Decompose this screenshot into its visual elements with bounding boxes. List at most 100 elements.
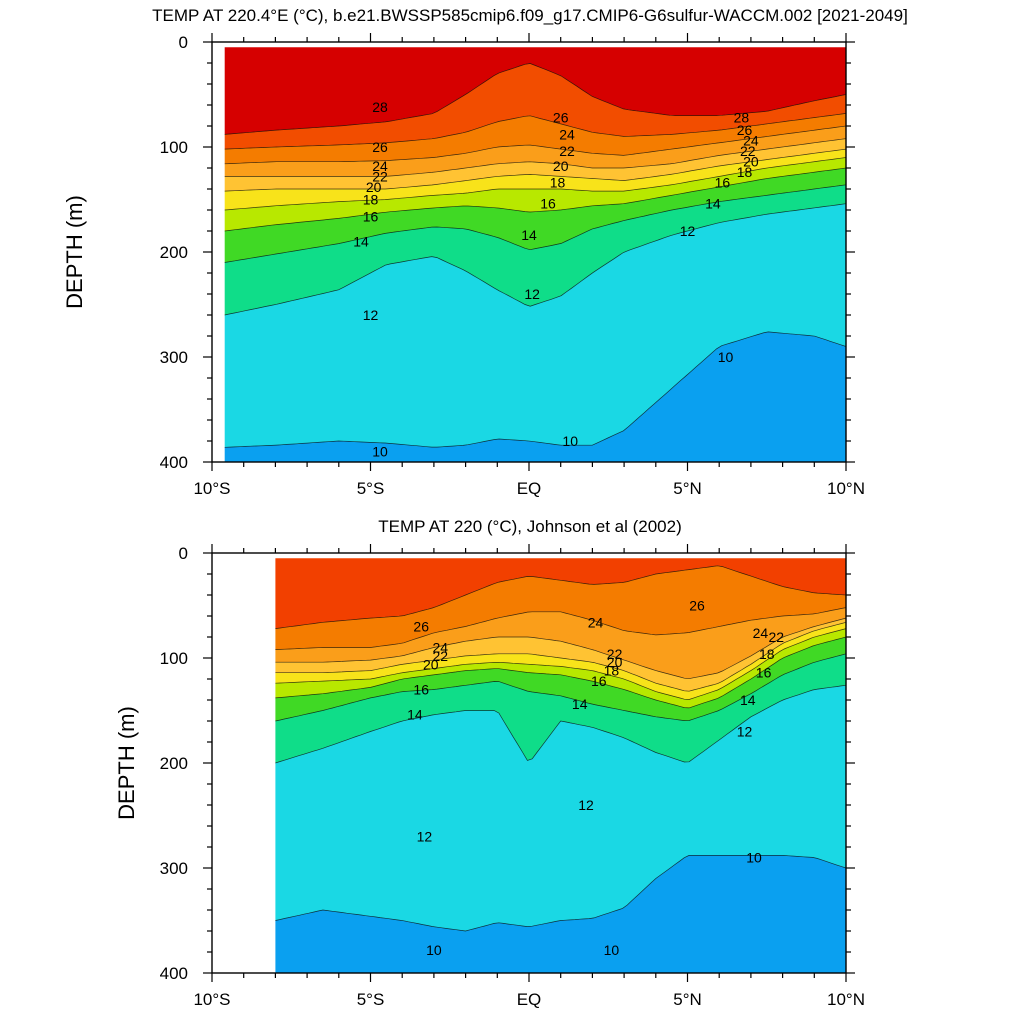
y-tick-label: 400 [160,964,188,983]
y-axis-title: DEPTH (m) [62,195,87,309]
contour-label: 14 [705,196,721,212]
isotherm-10 [275,855,847,932]
y-tick-label: 200 [160,754,188,773]
contour-label: 16 [363,208,379,224]
contour-label: 22 [768,629,784,645]
contour-label: 16 [591,673,607,689]
contour-label: 16 [413,682,429,698]
contour-label: 28 [372,99,388,115]
contour-label: 20 [553,158,569,174]
temperature-band [275,558,846,629]
y-tick-label: 100 [160,138,188,157]
isotherm-16 [275,636,847,709]
x-tick-label: 10°N [827,990,865,1009]
x-tick-label: 10°N [827,479,865,498]
isotherm-26 [224,113,847,150]
contour-label: 22 [372,168,388,184]
contour-label: 26 [372,139,388,155]
contour-label: 10 [562,433,578,449]
isotherm-28 [224,63,847,135]
contour-label: 24 [372,158,388,174]
temperature-band [224,184,846,315]
x-tick-label: EQ [517,479,542,498]
contour-label: 14 [572,696,588,712]
contour-label: 28 [734,110,750,126]
contour-label: 18 [737,164,753,180]
y-tick-label: 400 [160,453,188,472]
contour-label: 10 [746,850,762,866]
isotherm-12 [224,203,847,316]
contour-label: 12 [680,223,696,239]
contour-label: 26 [413,619,429,635]
contour-label: 22 [432,648,448,664]
x-tick-label: 5°S [357,479,385,498]
temperature-band [224,331,846,462]
contour-label: 24 [588,614,604,630]
contour-label: 22 [740,143,756,159]
contour-label: 18 [604,663,620,679]
temperature-band [275,622,846,700]
temperature-band [275,565,846,650]
isotherm-20 [275,621,847,692]
contour-label: 12 [417,829,433,845]
y-axis-title: DEPTH (m) [114,706,139,820]
temperature-band [224,126,846,177]
x-tick-label: 5°N [673,990,702,1009]
temperature-band [224,149,846,210]
y-tick-label: 0 [179,544,188,563]
temperature-band [275,855,846,973]
temperature-band [224,113,846,164]
x-tick-label: 5°S [357,990,385,1009]
isotherm-12 [275,684,847,764]
contour-label: 10 [426,942,442,958]
isotherm-14 [224,184,847,263]
chart-title: TEMP AT 220 (°C), Johnson et al (2002) [378,517,682,536]
temperature-band [275,628,846,708]
temperature-band [224,47,846,135]
isotherm-26 [275,565,847,629]
contour-label: 14 [407,707,423,723]
contour-label: 10 [604,942,620,958]
contour-label: 12 [363,307,379,323]
x-tick-label: EQ [517,990,542,1009]
contour-label: 18 [363,192,379,208]
isotherm-16 [224,167,847,232]
x-tick-label: 10°S [193,479,230,498]
isotherm-20 [224,148,847,192]
contour-label: 24 [753,625,769,641]
contour-label: 22 [607,646,623,662]
contour-label: 12 [578,797,594,813]
isotherm-22 [275,617,847,680]
contour-label: 18 [759,646,775,662]
y-tick-label: 0 [179,33,188,52]
contour-label: 20 [366,179,382,195]
y-tick-label: 200 [160,243,188,262]
contour-label: 14 [353,234,369,250]
contour-label: 20 [607,654,623,670]
temperature-band [224,203,846,448]
contour-label: 26 [737,122,753,138]
isotherm-18 [224,157,847,211]
x-tick-label: 5°N [673,479,702,498]
contour-label: 14 [521,227,537,243]
contour-label: 14 [740,692,756,708]
contour-label: 26 [689,598,705,614]
contour-label: 24 [559,126,575,142]
temperature-band [275,685,846,931]
isotherm-24 [224,125,847,165]
contour-label: 12 [737,724,753,740]
isotherm-22 [224,138,847,177]
temperature-band [275,618,846,692]
temperature-band [224,138,846,192]
contour-label: 26 [553,110,569,126]
isotherm-10 [224,331,847,448]
contour-label: 18 [550,175,566,191]
x-tick-label: 10°S [193,990,230,1009]
contour-label: 20 [743,154,759,170]
contour-label: 10 [372,444,388,460]
temperature-band [224,168,846,263]
chart-title: TEMP AT 220.4°E (°C), b.e21.BWSSP585cmip… [152,6,908,25]
y-tick-label: 300 [160,348,188,367]
